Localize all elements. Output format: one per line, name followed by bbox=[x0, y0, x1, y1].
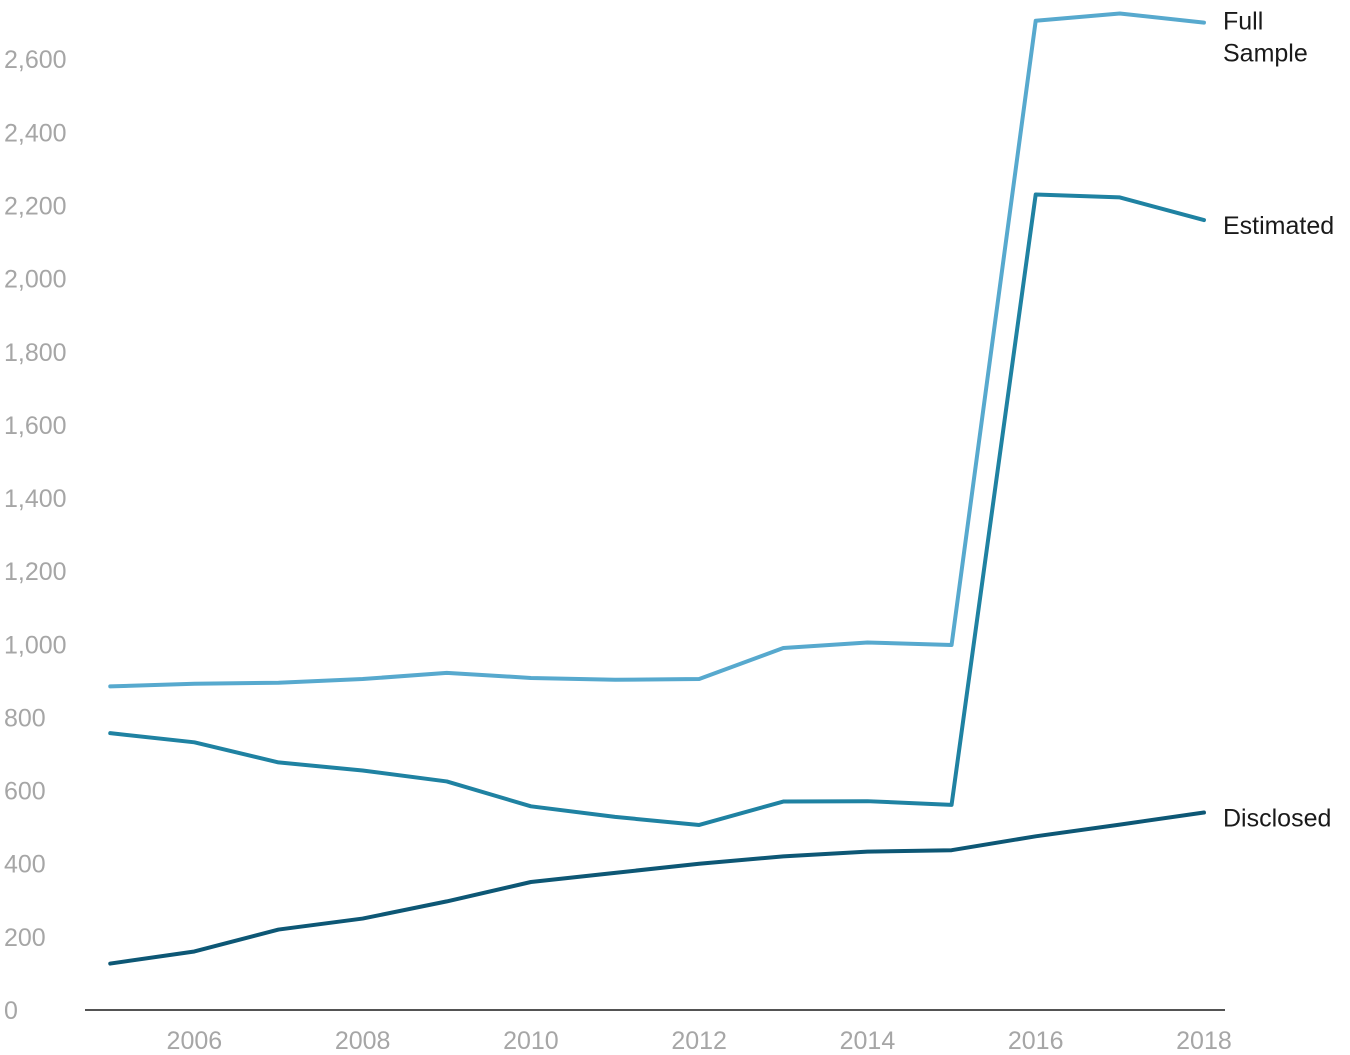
y-tick-label: 1,800 bbox=[4, 339, 67, 367]
series-labels: Full Sample Estimated Disclosed bbox=[1223, 8, 1334, 833]
y-tick-label: 2,200 bbox=[4, 192, 67, 220]
y-tick-label: 1,600 bbox=[4, 412, 67, 440]
series-line-estimated bbox=[108, 192, 1206, 827]
series-label: Full bbox=[1223, 8, 1263, 36]
series-label: Sample bbox=[1223, 40, 1308, 68]
x-axis-ticks: 2006 2008 2010 2012 2014 2016 2018 bbox=[167, 1027, 1232, 1055]
series-lines bbox=[108, 11, 1206, 966]
y-tick-label: 800 bbox=[4, 704, 46, 732]
x-tick-label: 2012 bbox=[671, 1027, 727, 1055]
y-tick-label: 1,400 bbox=[4, 485, 67, 513]
y-tick-label: 200 bbox=[4, 924, 46, 952]
x-tick-label: 2016 bbox=[1008, 1027, 1064, 1055]
y-tick-label: 400 bbox=[4, 851, 46, 879]
x-tick-label: 2014 bbox=[840, 1027, 896, 1055]
y-tick-label: 0 bbox=[4, 997, 18, 1025]
series-label: Estimated bbox=[1223, 212, 1334, 240]
x-tick-label: 2018 bbox=[1176, 1027, 1232, 1055]
series-label: Disclosed bbox=[1223, 805, 1331, 833]
x-tick-label: 2008 bbox=[335, 1027, 391, 1055]
y-tick-label: 2,000 bbox=[4, 266, 67, 294]
y-tick-label: 600 bbox=[4, 778, 46, 806]
y-tick-label: 2,400 bbox=[4, 119, 67, 147]
y-tick-label: 2,600 bbox=[4, 46, 67, 74]
y-axis-ticks: 0 200 400 600 800 1,000 1,200 1,400 1,600 1,800 2,… bbox=[4, 46, 67, 1025]
y-tick-label: 1,200 bbox=[4, 558, 67, 586]
x-tick-label: 2010 bbox=[503, 1027, 559, 1055]
y-tick-label: 1,000 bbox=[4, 631, 67, 659]
series-line-disclosed bbox=[108, 810, 1206, 966]
series-line-full-sample bbox=[108, 11, 1206, 689]
x-tick-label: 2006 bbox=[167, 1027, 223, 1055]
